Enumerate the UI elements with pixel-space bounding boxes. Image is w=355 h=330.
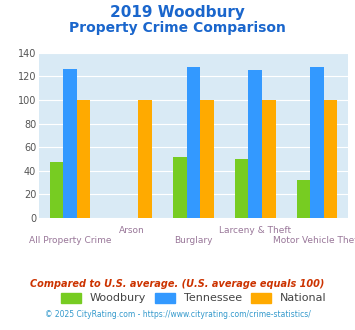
Legend: Woodbury, Tennessee, National: Woodbury, Tennessee, National [61, 293, 326, 303]
Bar [173, 156, 187, 218]
Bar [200, 100, 214, 218]
Bar [63, 69, 77, 218]
Bar [324, 100, 337, 218]
Bar [77, 100, 90, 218]
Bar [138, 100, 152, 218]
Bar [297, 180, 310, 218]
Text: Larceny & Theft: Larceny & Theft [219, 226, 291, 235]
Text: Compared to U.S. average. (U.S. average equals 100): Compared to U.S. average. (U.S. average … [30, 279, 325, 289]
Bar [50, 162, 63, 218]
Text: Arson: Arson [119, 226, 144, 235]
Text: All Property Crime: All Property Crime [29, 236, 111, 245]
Text: © 2025 CityRating.com - https://www.cityrating.com/crime-statistics/: © 2025 CityRating.com - https://www.city… [45, 310, 310, 319]
Text: Burglary: Burglary [174, 236, 213, 245]
Text: Property Crime Comparison: Property Crime Comparison [69, 21, 286, 35]
Bar [262, 100, 275, 218]
Bar [310, 67, 324, 218]
Text: Motor Vehicle Theft: Motor Vehicle Theft [273, 236, 355, 245]
Bar [235, 159, 248, 218]
Text: 2019 Woodbury: 2019 Woodbury [110, 5, 245, 20]
Bar [187, 67, 200, 218]
Bar [248, 71, 262, 218]
